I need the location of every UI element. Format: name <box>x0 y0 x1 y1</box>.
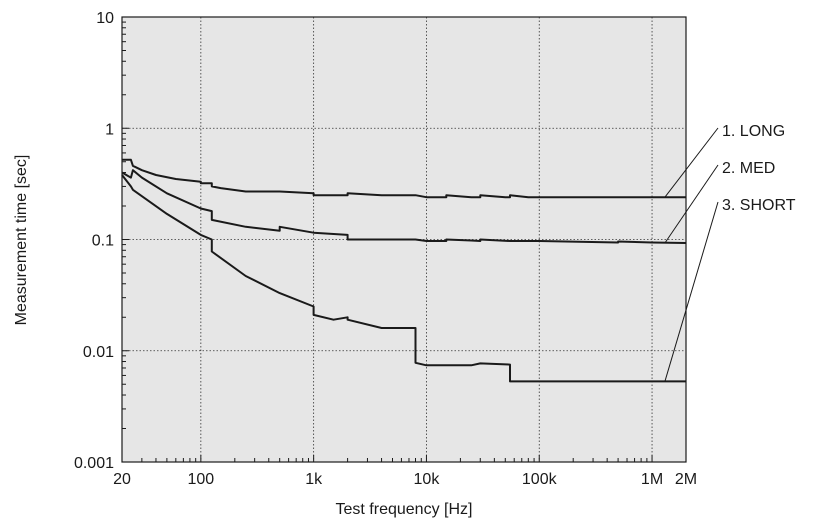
legend-leader-1 <box>664 127 719 198</box>
legend-label-3: 3. SHORT <box>722 197 796 214</box>
series-line-2 <box>121 169 687 244</box>
legend-label-1: 1. LONG <box>722 123 785 140</box>
series-line-1 <box>122 158 686 199</box>
y-tick-label: 0.001 <box>74 455 114 472</box>
grid-lines <box>122 17 686 462</box>
legend: 1. LONG 2. MED 3. SHORT <box>664 123 796 382</box>
x-tick-label: 100 <box>187 471 214 488</box>
series-lines <box>121 158 687 383</box>
legend-label-2: 2. MED <box>722 160 775 177</box>
x-tick-label: 2M <box>675 471 697 488</box>
x-tick-label: 20 <box>113 471 131 488</box>
minor-ticks <box>121 21 687 463</box>
y-axis-tick-labels: 10 1 0.1 0.01 0.001 <box>74 10 114 472</box>
legend-leader-2 <box>664 164 719 244</box>
legend-leader-3 <box>664 201 719 382</box>
y-tick-label: 10 <box>96 10 114 27</box>
x-axis-tick-labels: 20 100 1k 10k 100k 1M 2M <box>113 471 697 488</box>
y-tick-label: 0.01 <box>83 344 114 361</box>
x-tick-label: 1k <box>305 471 323 488</box>
y-tick-label: 0.1 <box>92 233 114 250</box>
x-tick-label: 1M <box>641 471 663 488</box>
x-tick-label: 10k <box>414 471 441 488</box>
series-line-3 <box>121 174 686 383</box>
plot-frame <box>121 16 687 463</box>
x-tick-label: 100k <box>522 471 558 488</box>
y-tick-label: 1 <box>105 121 114 138</box>
y-axis-title: Measurement time [sec] <box>13 155 30 326</box>
x-axis-title: Test frequency [Hz] <box>336 501 473 518</box>
